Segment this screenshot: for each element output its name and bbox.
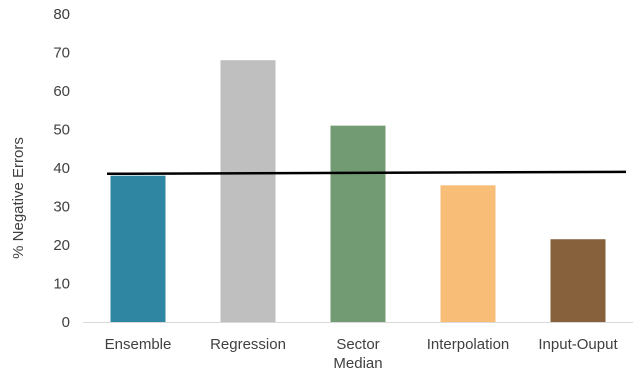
x-tick-label: Sector xyxy=(336,336,379,353)
y-tick-label: 80 xyxy=(53,6,70,23)
bars-group xyxy=(110,60,606,323)
bar xyxy=(550,239,606,322)
y-tick-label: 70 xyxy=(53,45,70,62)
x-tick-label: Interpolation xyxy=(427,336,510,353)
y-tick-label: 30 xyxy=(53,199,70,216)
y-tick-label: 20 xyxy=(53,237,70,254)
bar xyxy=(440,185,496,322)
bar xyxy=(220,60,276,322)
x-tick-label: Input-Ouput xyxy=(538,336,618,353)
y-tick-label: 60 xyxy=(53,83,70,100)
y-tick-label: 40 xyxy=(53,160,70,177)
x-tick-label: Ensemble xyxy=(105,336,172,353)
bar xyxy=(110,175,166,322)
y-tick-label: 10 xyxy=(53,276,70,293)
y-tick-label: 0 xyxy=(62,314,70,331)
x-axis-labels: Ensemble Regression Sector Median Interpolat… xyxy=(105,336,619,372)
bar xyxy=(330,125,386,323)
reference-line xyxy=(106,170,627,176)
y-axis-title: % Negative Errors xyxy=(10,137,27,259)
y-tick-label: 50 xyxy=(53,122,70,139)
x-tick-label: Median xyxy=(333,355,382,372)
x-tick-label: Regression xyxy=(210,336,286,353)
y-axis-ticks: 0 10 20 30 40 50 60 70 80 xyxy=(53,6,70,331)
